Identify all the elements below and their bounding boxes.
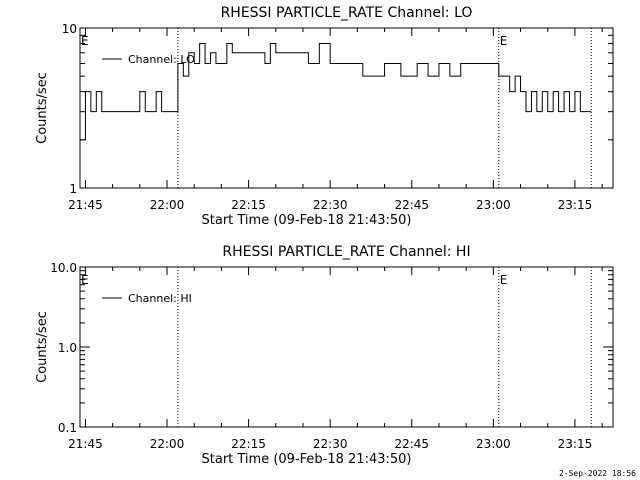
y-axis-label: Counts/sec bbox=[35, 311, 50, 383]
y-tick-label: 10.0 bbox=[50, 261, 77, 275]
x-axis-label: Start Time (09-Feb-18 21:43:50) bbox=[202, 452, 412, 467]
y-tick-label: 1.0 bbox=[58, 341, 77, 355]
event-marker: E bbox=[500, 273, 508, 287]
timestamp-label: 2-Sep-2022 18:56 bbox=[558, 469, 636, 478]
x-tick-label: 22:30 bbox=[313, 437, 348, 451]
x-tick-label: 23:15 bbox=[558, 437, 593, 451]
event-marker: E bbox=[81, 273, 89, 287]
plot-frame bbox=[79, 266, 614, 428]
y-tick-label: 10 bbox=[62, 22, 77, 36]
y-tick-label: 0.1 bbox=[58, 421, 77, 435]
legend-entry: Channel: LO bbox=[128, 53, 195, 66]
chart-title: RHESSI PARTICLE_RATE Channel: HI bbox=[222, 244, 470, 260]
x-tick-label: 23:00 bbox=[476, 198, 511, 212]
x-tick-label: 22:45 bbox=[394, 198, 429, 212]
x-tick-label: 22:30 bbox=[313, 198, 348, 212]
x-axis-label: Start Time (09-Feb-18 21:43:50) bbox=[202, 213, 412, 228]
x-tick-label: 22:00 bbox=[150, 198, 185, 212]
chart-title: RHESSI PARTICLE_RATE Channel: LO bbox=[221, 5, 473, 21]
x-tick-label: 23:00 bbox=[476, 437, 511, 451]
x-tick-label: 22:15 bbox=[231, 198, 266, 212]
y-axis-label: Counts/sec bbox=[35, 72, 50, 144]
legend-entry: Channel: HI bbox=[128, 292, 192, 305]
plot-frame bbox=[79, 27, 614, 189]
x-tick-label: 21:45 bbox=[68, 198, 103, 212]
series-line bbox=[80, 43, 592, 141]
x-tick-label: 22:00 bbox=[150, 437, 185, 451]
x-tick-label: 22:15 bbox=[231, 437, 266, 451]
x-tick-label: 22:45 bbox=[394, 437, 429, 451]
y-tick-label: 1 bbox=[69, 182, 77, 196]
x-tick-label: 23:15 bbox=[558, 198, 593, 212]
event-marker: E bbox=[81, 34, 89, 48]
event-marker: E bbox=[500, 34, 508, 48]
x-tick-label: 21:45 bbox=[68, 437, 103, 451]
